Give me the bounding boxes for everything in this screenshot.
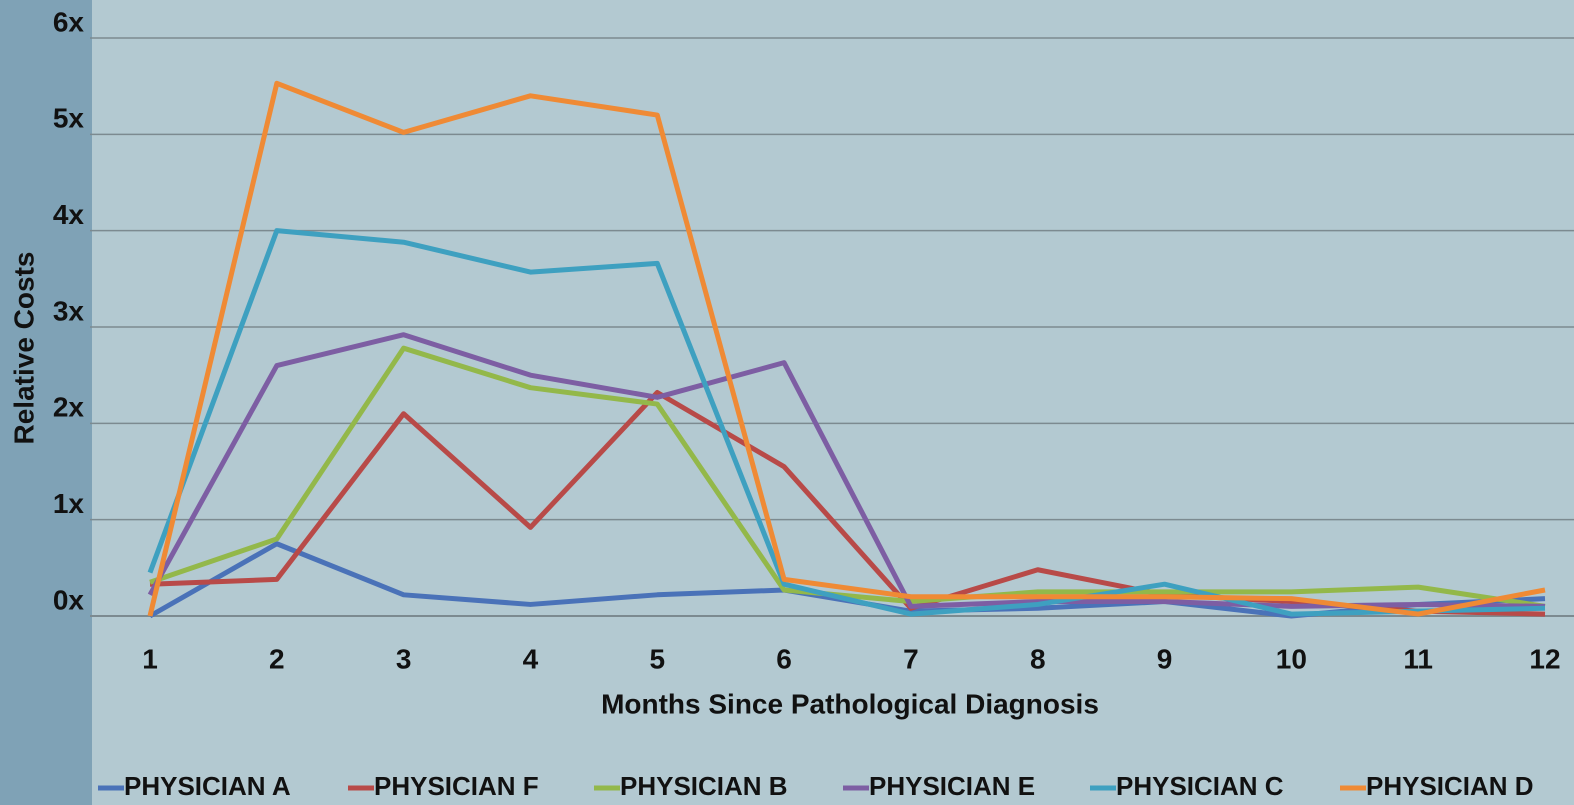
y-tick-label: 3x [53, 295, 85, 326]
legend-label: PHYSICIAN E [869, 771, 1035, 801]
x-tick-label: 9 [1157, 643, 1173, 674]
y-tick-label: 1x [53, 488, 85, 519]
x-tick-label: 11 [1403, 643, 1433, 674]
y-tick-label: 5x [53, 103, 85, 134]
legend-label: PHYSICIAN C [1116, 771, 1284, 801]
y-tick-label: 4x [53, 199, 85, 230]
x-tick-label: 8 [1030, 643, 1046, 674]
series-line [147, 80, 1546, 617]
x-tick-label: 3 [396, 643, 412, 674]
legend-label: PHYSICIAN B [620, 771, 788, 801]
series-line [149, 345, 1546, 609]
y-tick-label: 0x [53, 584, 85, 615]
x-tick-label: 1 [142, 643, 158, 674]
y-axis-label: Relative Costs [8, 252, 39, 445]
legend-label: PHYSICIAN D [1366, 771, 1534, 801]
side-strip [0, 0, 92, 805]
y-tick-label: 2x [53, 392, 85, 423]
x-tick-label: 2 [269, 643, 285, 674]
x-tick-label: 6 [776, 643, 792, 674]
series-line [147, 228, 1546, 617]
x-axis-label: Months Since Pathological Diagnosis [601, 688, 1099, 719]
x-tick-label: 5 [649, 643, 665, 674]
x-tick-label: 7 [903, 643, 919, 674]
legend-label: PHYSICIAN A [124, 771, 291, 801]
series-line [147, 332, 1546, 609]
x-tick-label: 12 [1529, 643, 1560, 674]
legend-label: PHYSICIAN F [374, 771, 539, 801]
x-tick-label: 10 [1276, 643, 1307, 674]
x-tick-label: 4 [523, 643, 539, 674]
y-tick-label: 6x [53, 6, 85, 37]
